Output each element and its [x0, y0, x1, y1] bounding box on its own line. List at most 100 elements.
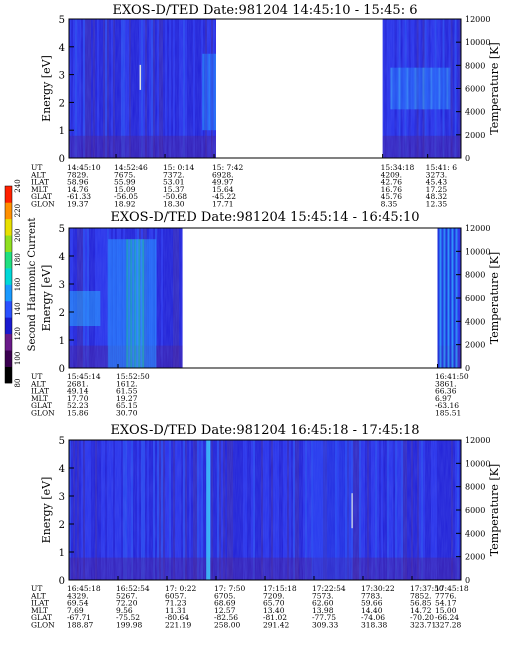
table-cell: 65.15 [116, 401, 138, 410]
y2-tick-label: 8000 [465, 271, 485, 280]
y2-tick-label: 8000 [465, 61, 485, 70]
y-tick-label: 5 [59, 436, 65, 447]
table-cell: 69.54 [67, 599, 89, 608]
table-cell: 6057. [165, 591, 186, 600]
table-cell: 14.72 [410, 606, 432, 615]
colorbar-swatch [5, 251, 12, 269]
table-cell: 48.32 [426, 192, 448, 201]
table-cell: 221.19 [165, 621, 191, 630]
panel-title: EXOS-D/TED Date:981204 14:45:10 - 15:45:… [113, 3, 418, 18]
table-cell: 258.00 [214, 621, 240, 630]
table-cell: 2681. [67, 379, 88, 388]
row-label: MLT [31, 606, 48, 615]
table-cell: -81.02 [263, 613, 287, 622]
table-cell: 13.98 [312, 606, 334, 615]
row-label: MLT [31, 185, 48, 194]
table-cell: 15:52:50 [116, 372, 150, 381]
table-cell: -63.16 [435, 401, 459, 410]
table-cell: 19.37 [67, 200, 89, 209]
spectrogram-panel-1: EXOS-D/TED Date:981204 14:45:10 - 15:45:… [30, 3, 501, 209]
colorbar-swatch [5, 366, 12, 384]
y-tick-label: 0 [59, 576, 65, 587]
y-tick-label: 1 [59, 548, 65, 559]
spectrogram-data [69, 440, 461, 580]
y-tick-label: 1 [59, 126, 65, 137]
panel-title: EXOS-D/TED Date:981204 15:45:14 - 16:45:… [110, 210, 419, 225]
colorbar-swatch [5, 268, 12, 285]
y-tick-label: 3 [59, 492, 65, 503]
row-label: MLT [31, 394, 48, 403]
y-tick-label: 5 [59, 15, 65, 26]
table-cell: -80.64 [165, 613, 189, 622]
table-cell: 17: 0:22 [165, 584, 197, 593]
table-cell: 7829. [67, 170, 88, 179]
table-cell: 62.60 [312, 599, 334, 608]
table-cell: 7573. [312, 591, 333, 600]
table-cell: 7852. [410, 591, 431, 600]
y-tick-label: 4 [59, 252, 65, 263]
table-cell: 42.76 [381, 178, 403, 187]
y2-tick-label: 10000 [465, 459, 490, 468]
colorbar-swatch [5, 333, 12, 351]
table-cell: 7209. [263, 591, 284, 600]
table-cell: 1612. [116, 379, 137, 388]
y2-tick-label: 4000 [465, 317, 485, 326]
colorbar-tick-label: 240 [14, 179, 22, 192]
table-cell: 7675. [114, 170, 135, 179]
table-cell: 12.35 [426, 200, 448, 209]
table-cell: 14:52:46 [114, 163, 148, 172]
table-cell: 9.56 [116, 606, 133, 615]
table-cell: -56.05 [114, 192, 138, 201]
table-cell: 6.97 [435, 394, 452, 403]
table-cell: 72.20 [116, 599, 138, 608]
table-cell: 15:41: 6 [426, 163, 458, 172]
table-cell: 15.00 [435, 606, 457, 615]
colorbar-swatch [5, 235, 12, 252]
y-tick-label: 1 [59, 336, 65, 347]
table-cell: 323.71 [410, 621, 436, 630]
table-cell: 55.99 [114, 178, 136, 187]
table-cell: 8.35 [381, 200, 398, 209]
table-cell: 4209. [381, 170, 402, 179]
table-cell: 61.55 [116, 387, 138, 396]
row-label: GLAT [31, 613, 52, 622]
colorbar-swatch [5, 350, 12, 367]
table-cell: 17:30:22 [361, 584, 395, 593]
colorbar-tick-label: 180 [14, 253, 22, 266]
y-tick-label: 4 [59, 43, 65, 54]
table-cell: 52.23 [67, 401, 89, 410]
panel-title: EXOS-D/TED Date:981204 16:45:18 - 17:45:… [110, 423, 419, 438]
row-label: GLAT [31, 192, 52, 201]
table-cell: 14.40 [361, 606, 383, 615]
colorbar-swatch [5, 202, 12, 220]
table-cell: 291.42 [263, 621, 289, 630]
y2-tick-label: 2000 [465, 131, 485, 140]
table-cell: 15:34:18 [381, 163, 415, 172]
y2-tick-label: 12000 [465, 436, 490, 445]
y2-tick-label: 10000 [465, 247, 490, 256]
table-cell: 49.14 [67, 387, 89, 396]
colorbar-swatch [5, 218, 12, 236]
y2-tick-label: 8000 [465, 483, 485, 492]
table-cell: 17.71 [212, 200, 233, 209]
y2-tick-label: 0 [465, 364, 470, 373]
colorbar-tick-label: 220 [14, 204, 22, 217]
row-label: GLON [31, 409, 55, 418]
row-label: ALT [30, 379, 46, 388]
y2-axis-label: Temperature [K] [488, 252, 501, 344]
y-tick-label: 3 [59, 71, 65, 82]
y2-tick-label: 6000 [465, 85, 485, 94]
row-label: UT [31, 584, 42, 593]
colorbar-swatch [5, 284, 12, 302]
row-label: UT [31, 372, 42, 381]
y2-tick-label: 2000 [465, 341, 485, 350]
table-cell: -67.71 [67, 613, 91, 622]
table-cell: 15: 0:14 [163, 163, 195, 172]
y2-tick-label: 4000 [465, 108, 485, 117]
y2-tick-label: 6000 [465, 294, 485, 303]
row-label: GLAT [31, 401, 52, 410]
row-label: UT [31, 163, 42, 172]
y2-tick-label: 6000 [465, 506, 485, 515]
table-cell: 3273. [426, 170, 447, 179]
